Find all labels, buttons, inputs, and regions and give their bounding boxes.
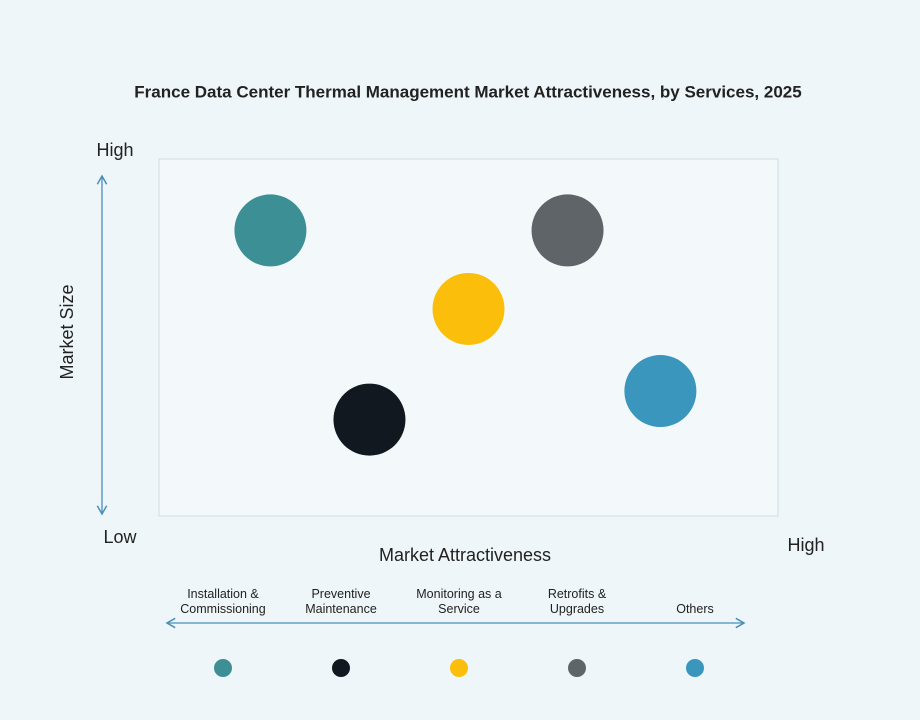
y-high-label: High [96,140,133,160]
legend-label: Monitoring as a Service [416,587,502,616]
x-high-label: High [787,535,824,555]
chart-title: France Data Center Thermal Management Ma… [134,82,801,101]
bubble [432,272,505,345]
legend-swatch [214,659,232,677]
y-low-label: Low [103,527,137,547]
legend-label: Installation & Commissioning [180,587,266,616]
legend-swatch [568,659,586,677]
legend-label: Retrofits & Upgrades [547,587,607,616]
bubble [531,194,604,267]
legend-label: Preventive Maintenance [305,587,377,616]
x-axis-label: Market Attractiveness [379,545,551,565]
legend-label: Others [676,602,714,616]
legend-swatch [686,659,704,677]
legend-swatch [332,659,350,677]
bubble [234,194,307,267]
y-axis-label: Market Size [57,284,77,379]
legend-swatch [450,659,468,677]
bubble [333,383,406,456]
bubble [624,355,697,428]
